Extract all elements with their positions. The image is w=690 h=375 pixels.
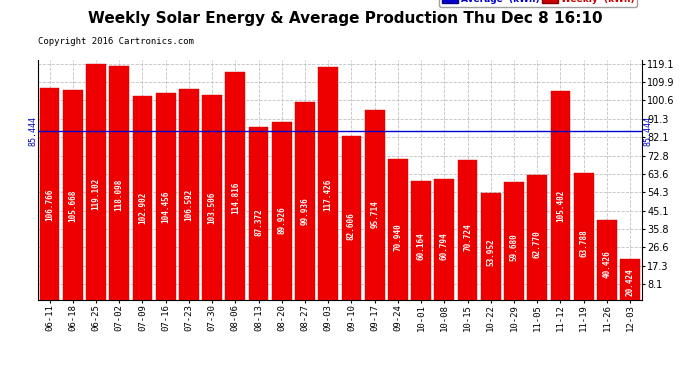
Bar	[156, 93, 175, 300]
Text: 20.424: 20.424	[626, 268, 635, 296]
Text: 104.456: 104.456	[161, 190, 170, 223]
Bar	[365, 110, 384, 300]
Bar	[597, 220, 617, 300]
Legend: Average  (kWh), Weekly  (kWh): Average (kWh), Weekly (kWh)	[439, 0, 637, 7]
Bar	[411, 181, 431, 300]
Bar	[40, 88, 59, 300]
Bar	[457, 160, 477, 300]
Text: 62.770: 62.770	[533, 230, 542, 258]
Bar	[132, 96, 152, 300]
Bar	[86, 64, 106, 300]
Bar	[574, 174, 593, 300]
Text: 53.952: 53.952	[486, 238, 495, 266]
Text: 59.680: 59.680	[509, 233, 518, 261]
Bar	[504, 182, 524, 300]
Text: 60.164: 60.164	[417, 232, 426, 260]
Text: 60.794: 60.794	[440, 232, 449, 260]
Bar	[248, 127, 268, 300]
Bar	[481, 193, 501, 300]
Bar	[435, 179, 454, 300]
Bar	[388, 159, 408, 300]
Bar	[342, 136, 362, 300]
Text: 87.372: 87.372	[254, 208, 263, 236]
Text: 103.506: 103.506	[208, 191, 217, 224]
Text: 82.606: 82.606	[347, 212, 356, 240]
Text: 85.444: 85.444	[28, 116, 37, 146]
Text: 106.592: 106.592	[184, 189, 193, 221]
Text: 89.926: 89.926	[277, 206, 286, 234]
Bar	[295, 102, 315, 300]
Text: 99.936: 99.936	[300, 197, 310, 225]
Bar	[620, 260, 640, 300]
Bar	[202, 95, 222, 300]
Bar	[318, 67, 338, 300]
Bar	[551, 91, 571, 300]
Text: 118.098: 118.098	[115, 178, 124, 211]
Bar	[179, 88, 199, 300]
Text: 70.724: 70.724	[463, 223, 472, 251]
Text: 105.402: 105.402	[556, 190, 565, 222]
Bar	[109, 66, 129, 300]
Text: 119.102: 119.102	[92, 177, 101, 210]
Bar	[527, 176, 547, 300]
Text: 114.816: 114.816	[231, 182, 240, 214]
Text: 105.668: 105.668	[68, 189, 77, 222]
Text: 40.426: 40.426	[602, 250, 611, 278]
Text: 102.902: 102.902	[138, 192, 147, 224]
Text: 106.766: 106.766	[45, 189, 54, 221]
Bar	[226, 72, 245, 300]
Text: Copyright 2016 Cartronics.com: Copyright 2016 Cartronics.com	[38, 38, 194, 46]
Text: 63.788: 63.788	[579, 229, 588, 257]
Bar	[272, 122, 292, 300]
Text: Weekly Solar Energy & Average Production Thu Dec 8 16:10: Weekly Solar Energy & Average Production…	[88, 11, 602, 26]
Text: 95.714: 95.714	[370, 201, 380, 228]
Bar	[63, 90, 83, 300]
Text: 117.426: 117.426	[324, 179, 333, 212]
Text: 70.940: 70.940	[393, 223, 402, 251]
Text: 85.444: 85.444	[643, 116, 652, 146]
